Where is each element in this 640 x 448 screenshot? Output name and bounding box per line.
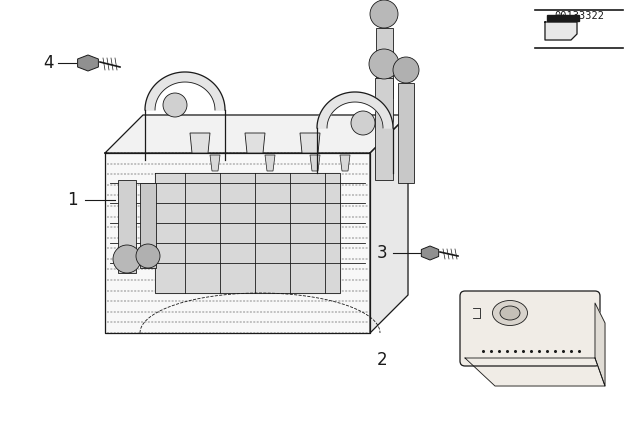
Polygon shape bbox=[465, 358, 605, 386]
Text: 2: 2 bbox=[377, 351, 387, 369]
Polygon shape bbox=[105, 153, 370, 333]
Polygon shape bbox=[155, 173, 340, 293]
Polygon shape bbox=[210, 155, 220, 171]
Text: 00133322: 00133322 bbox=[554, 11, 604, 21]
Text: 3: 3 bbox=[377, 244, 387, 262]
Circle shape bbox=[369, 49, 399, 79]
Circle shape bbox=[163, 93, 187, 117]
Ellipse shape bbox=[500, 306, 520, 320]
Polygon shape bbox=[545, 22, 577, 40]
Polygon shape bbox=[105, 115, 408, 153]
Polygon shape bbox=[118, 180, 136, 273]
Polygon shape bbox=[375, 78, 393, 180]
Polygon shape bbox=[317, 92, 393, 128]
Ellipse shape bbox=[493, 301, 527, 326]
Polygon shape bbox=[376, 28, 393, 98]
Polygon shape bbox=[310, 155, 320, 171]
Polygon shape bbox=[300, 133, 320, 153]
Polygon shape bbox=[421, 246, 438, 260]
Circle shape bbox=[370, 0, 398, 28]
Polygon shape bbox=[245, 133, 265, 153]
Text: 4: 4 bbox=[43, 54, 53, 72]
Polygon shape bbox=[145, 72, 225, 110]
Polygon shape bbox=[370, 115, 408, 333]
Text: 1: 1 bbox=[67, 191, 77, 209]
Polygon shape bbox=[340, 155, 350, 171]
FancyBboxPatch shape bbox=[460, 291, 600, 366]
Polygon shape bbox=[547, 15, 579, 21]
Polygon shape bbox=[77, 55, 99, 71]
Polygon shape bbox=[595, 303, 605, 386]
Circle shape bbox=[113, 245, 141, 273]
Circle shape bbox=[351, 111, 375, 135]
Polygon shape bbox=[265, 155, 275, 171]
Circle shape bbox=[393, 57, 419, 83]
Polygon shape bbox=[140, 183, 156, 268]
Polygon shape bbox=[398, 83, 414, 183]
Polygon shape bbox=[190, 133, 210, 153]
Circle shape bbox=[136, 244, 160, 268]
